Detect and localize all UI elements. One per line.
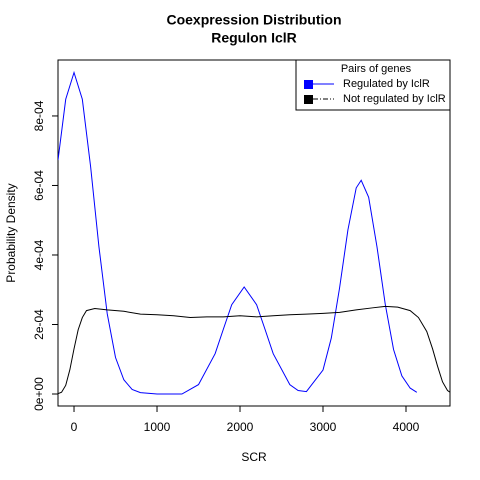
y-tick-label: 0e+00 — [32, 377, 46, 411]
legend-label: Regulated by IclR — [343, 78, 430, 90]
x-tick-label: 0 — [71, 420, 78, 434]
series-line — [58, 305, 450, 395]
x-tick-label: 3000 — [310, 420, 337, 434]
chart-subtitle: Regulon IclR — [211, 30, 297, 46]
plot-frame — [57, 59, 451, 407]
x-tick-label: 2000 — [227, 420, 254, 434]
y-tick-label: 4e-04 — [32, 239, 46, 270]
legend-swatch — [304, 80, 313, 89]
chart-title: Coexpression Distribution — [166, 12, 341, 28]
y-tick-label: 8e-04 — [32, 100, 46, 131]
legend-swatch — [304, 95, 313, 104]
x-tick-label: 4000 — [393, 420, 420, 434]
y-tick-label: 2e-04 — [32, 309, 46, 340]
legend-label: Not regulated by IclR — [343, 93, 446, 105]
x-tick-label: 1000 — [144, 420, 171, 434]
y-tick-label: 6e-04 — [32, 170, 46, 201]
y-axis-label: Probability Density — [4, 183, 18, 282]
series-line — [58, 70, 418, 395]
legend-box — [295, 59, 451, 111]
x-axis-label: SCR — [241, 450, 267, 464]
legend-title: Pairs of genes — [341, 63, 412, 75]
